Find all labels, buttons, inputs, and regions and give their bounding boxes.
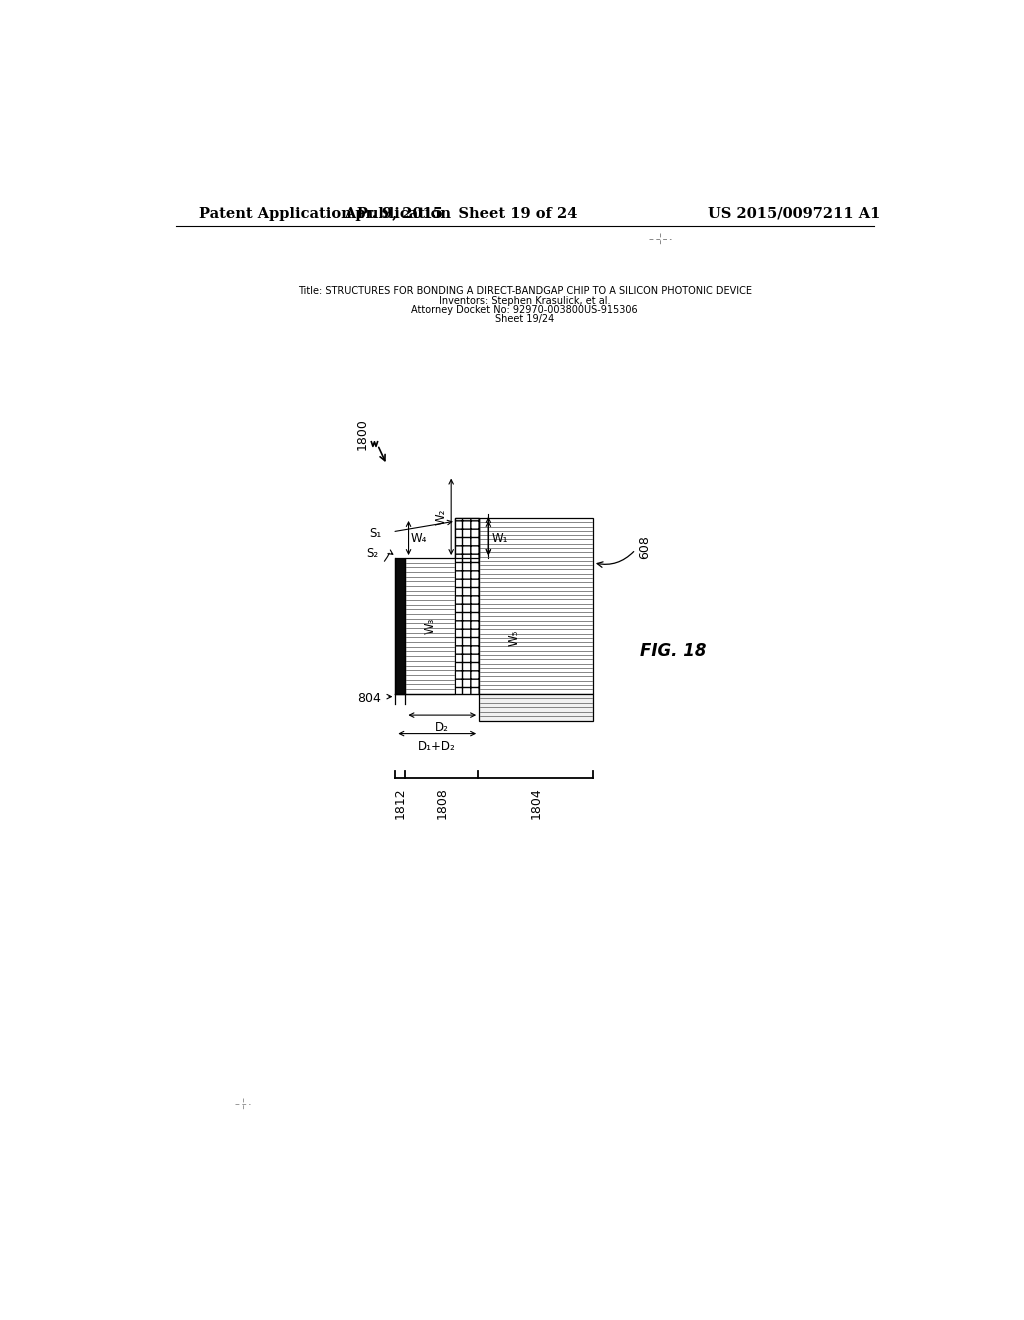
- Text: D₁+D₂: D₁+D₂: [419, 739, 456, 752]
- Text: W₅: W₅: [508, 630, 520, 645]
- Text: S₂: S₂: [367, 546, 378, 560]
- Text: 1808: 1808: [436, 787, 449, 818]
- Text: 608: 608: [638, 536, 651, 560]
- Text: W₃: W₃: [424, 618, 437, 634]
- Bar: [455, 517, 479, 558]
- Text: Title: STRUCTURES FOR BONDING A DIRECT-BANDGAP CHIP TO A SILICON PHOTONIC DEVICE: Title: STRUCTURES FOR BONDING A DIRECT-B…: [298, 286, 752, 296]
- Bar: [479, 693, 593, 721]
- Text: 1812: 1812: [394, 787, 407, 818]
- Text: FIG. 18: FIG. 18: [640, 643, 706, 660]
- Text: W₄: W₄: [411, 532, 427, 545]
- Bar: [406, 558, 455, 693]
- Text: US 2015/0097211 A1: US 2015/0097211 A1: [709, 207, 881, 220]
- Bar: [395, 558, 406, 693]
- Text: W₂: W₂: [435, 508, 449, 525]
- Text: Sheet 19/24: Sheet 19/24: [496, 314, 554, 325]
- Text: D₂: D₂: [435, 721, 450, 734]
- Text: 1804: 1804: [529, 787, 543, 818]
- Text: Apr. 9, 2015   Sheet 19 of 24: Apr. 9, 2015 Sheet 19 of 24: [344, 207, 578, 220]
- Text: W₁: W₁: [492, 532, 508, 545]
- Text: S₁: S₁: [370, 527, 381, 540]
- Text: 804: 804: [357, 692, 381, 705]
- Bar: [455, 517, 479, 558]
- Text: Attorney Docket No: 92970-003800US-915306: Attorney Docket No: 92970-003800US-91530…: [412, 305, 638, 315]
- Bar: [455, 517, 479, 693]
- Bar: [479, 517, 593, 693]
- Text: 1800: 1800: [355, 418, 369, 450]
- Text: Patent Application Publication: Patent Application Publication: [200, 207, 452, 220]
- Text: Inventors: Stephen Krasulick, et al.: Inventors: Stephen Krasulick, et al.: [439, 296, 610, 306]
